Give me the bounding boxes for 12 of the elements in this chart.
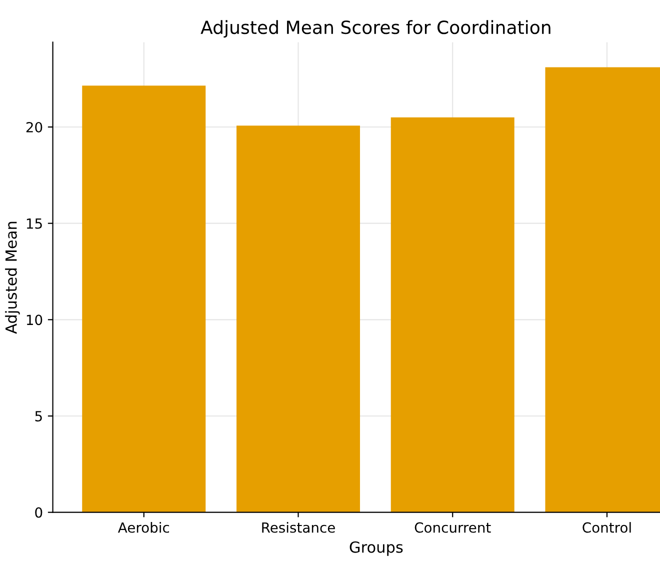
y-tick-label: 5 (35, 411, 42, 422)
y-tick-label: 20 (26, 122, 42, 132)
x-axis-title: Groups (350, 541, 403, 556)
x-tick-label: Concurrent (414, 522, 491, 533)
x-tick-label: Resistance (262, 522, 335, 533)
x-tick-label: Aerobic (118, 522, 170, 533)
y-tick-label: 0 (35, 507, 42, 518)
x-tick-label: Control (582, 522, 631, 533)
y-axis-title: Adjusted Mean (5, 222, 20, 334)
y-tick-label: 10 (26, 314, 42, 326)
y-tick-label: 15 (26, 218, 42, 229)
chart-title: Adjusted Mean Scores for Coordination (200, 20, 550, 38)
